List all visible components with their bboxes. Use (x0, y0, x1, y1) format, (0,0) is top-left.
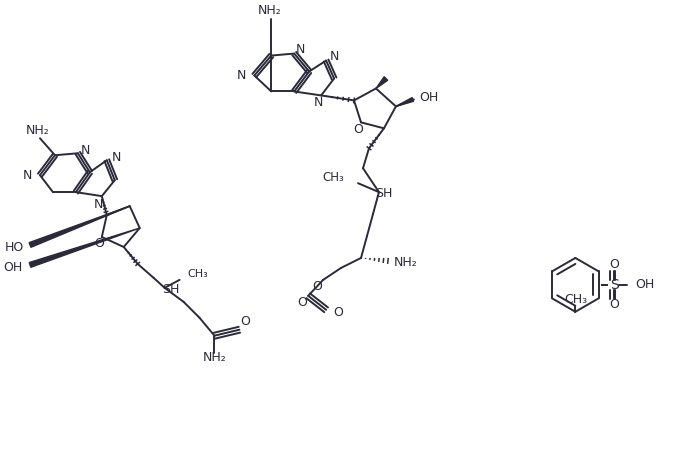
Text: N: N (112, 151, 121, 164)
Text: O: O (312, 280, 322, 293)
Text: SH: SH (162, 283, 179, 297)
Text: NH₂: NH₂ (394, 257, 418, 269)
Text: N: N (296, 43, 305, 56)
Text: CH₃: CH₃ (322, 171, 344, 184)
Text: N: N (330, 50, 339, 63)
Text: S: S (610, 278, 618, 292)
Text: CH₃: CH₃ (564, 293, 587, 307)
Text: NH₂: NH₂ (203, 351, 226, 364)
Text: OH: OH (635, 278, 654, 291)
Text: N: N (94, 198, 103, 210)
Text: NH₂: NH₂ (26, 124, 50, 137)
Polygon shape (376, 77, 388, 89)
Text: N: N (81, 144, 90, 157)
Text: O: O (297, 296, 307, 309)
Polygon shape (29, 206, 130, 248)
Text: O: O (94, 238, 104, 250)
Text: O: O (333, 306, 343, 319)
Text: N: N (314, 96, 323, 109)
Polygon shape (396, 98, 414, 107)
Text: O: O (609, 298, 619, 311)
Text: N: N (237, 69, 246, 82)
Text: N: N (23, 169, 32, 182)
Text: OH: OH (419, 91, 438, 104)
Text: O: O (353, 123, 363, 136)
Text: CH₃: CH₃ (187, 269, 208, 279)
Text: O: O (609, 258, 619, 271)
Text: HO: HO (5, 241, 24, 255)
Polygon shape (29, 228, 139, 268)
Text: O: O (240, 315, 251, 328)
Text: OH: OH (3, 261, 22, 274)
Text: SH: SH (375, 187, 393, 199)
Text: NH₂: NH₂ (257, 4, 281, 17)
